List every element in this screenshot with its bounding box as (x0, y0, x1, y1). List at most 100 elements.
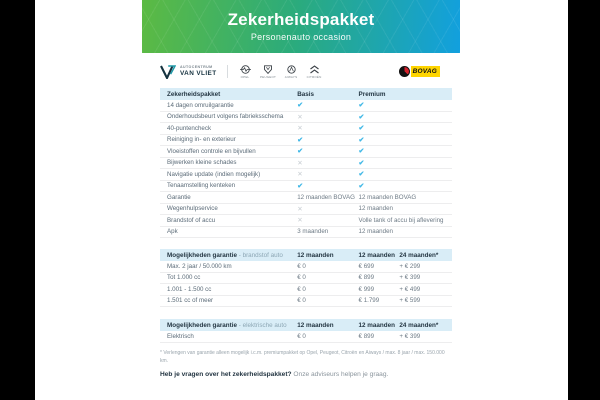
aiways-icon (286, 64, 296, 74)
price-value: € 999 (358, 285, 375, 293)
feature-label: Navigatie update (indien mogelijk) (167, 170, 261, 178)
cross-icon: ✕ (297, 171, 303, 179)
feature-label: Bijwerken kleine schades (167, 159, 237, 167)
column-header: 12 maanden (297, 251, 334, 259)
section-title: Mogelijkheden garantie - elektrische aut… (167, 321, 287, 329)
column-header-premium: Premium (358, 90, 386, 98)
feature-label: Onderhoudsbeurt volgens fabrieksschema (167, 113, 284, 121)
check-icon: ✔ (358, 102, 365, 110)
price-value: € 0 (297, 262, 306, 270)
price-value: € 899 (358, 274, 375, 282)
column-header: 24 maanden* (399, 321, 439, 329)
dealer-logo: AUTOCENTRUM VAN VLIET (160, 64, 217, 79)
table-row: Wegenhulpservice ✕ 12 maanden (160, 204, 452, 215)
van-vliet-v-icon (160, 64, 176, 79)
table-row: Reiniging in- en exterieur ✔ ✔ (160, 135, 452, 146)
brand-logos: OPEL PEUGEOT AIWAYS (238, 64, 322, 79)
basis-value: 3 maanden (297, 228, 329, 236)
cross-icon: ✕ (297, 205, 303, 213)
table-row: 40-puntencheck ✕ ✔ (160, 123, 452, 135)
section-title: Mogelijkheden garantie - brandstof auto (167, 251, 283, 259)
price-value: + € 499 (399, 285, 421, 293)
category-label: Tot 1.000 cc (167, 274, 201, 282)
page-title: Zekerheidspakket (227, 10, 375, 29)
table-row: 1.501 cc of meer € 0 € 1.799 + € 599 (160, 296, 452, 307)
price-value: € 0 (297, 274, 306, 282)
check-icon: ✔ (358, 159, 365, 167)
cross-icon: ✕ (297, 159, 303, 167)
table-row: Onderhoudsbeurt volgens fabrieksschema ✕ ✔ (160, 112, 452, 123)
brand-logo-citroen: CITROËN (307, 64, 322, 79)
table-row: 1.001 - 1.500 cc € 0 € 999 + € 499 (160, 284, 452, 296)
dealer-name: AUTOCENTRUM VAN VLIET (180, 65, 217, 77)
premium-value: 12 maanden BOVAG (358, 193, 417, 201)
column-header: 12 maanden (358, 251, 395, 259)
table-row: Max. 2 jaar / 50.000 km € 0 € 699 + € 299 (160, 261, 452, 273)
table-row: Bijwerken kleine schades ✕ ✔ (160, 158, 452, 169)
feature-label: Garantie (167, 193, 191, 201)
feature-label: 14 dagen omruilgarantie (167, 101, 234, 109)
bovag-wordmark: BOVAG (410, 66, 440, 77)
price-value: + € 299 (399, 262, 421, 270)
bovag-logo: BOVAG (398, 66, 440, 77)
feature-label: Reiniging in- en exterieur (167, 136, 236, 144)
check-icon: ✔ (297, 136, 303, 144)
category-label: 1.001 - 1.500 cc (167, 285, 212, 293)
table-row: Garantie 12 maanden BOVAG 12 maanden BOVAG (160, 192, 452, 204)
header-banner: Zekerheidspakket Personenauto occasion (142, 0, 460, 53)
price-value: € 0 (297, 297, 306, 305)
column-header: 24 maanden* (399, 251, 439, 259)
column-header: 12 maanden (297, 321, 334, 329)
warranty-electric-table: Mogelijkheden garantie - elektrische aut… (160, 319, 452, 343)
category-label: Max. 2 jaar / 50.000 km (167, 262, 232, 270)
feature-label: Vloeistoffen controle en bijvullen (167, 147, 256, 155)
column-header: Zekerheidspakket (167, 90, 221, 98)
check-icon: ✔ (358, 125, 365, 133)
column-header-basis: Basis (297, 90, 315, 98)
price-value: + € 399 (399, 274, 421, 282)
table-row: Tot 1.000 cc € 0 € 899 + € 399 (160, 273, 452, 284)
footer-question-bold: Heb je vragen over het zekerheidspakket? (160, 371, 292, 378)
brand-logo-opel: OPEL (238, 64, 253, 79)
table-row: Elektrisch € 0 € 899 + € 399 (160, 331, 452, 343)
premium-value: 12 maanden (358, 205, 393, 213)
brand-logo-aiways: AIWAYS (284, 64, 299, 79)
feature-label: Wegenhulpservice (167, 205, 218, 213)
peugeot-icon (264, 64, 272, 74)
cross-icon: ✕ (297, 125, 303, 133)
feature-label: 40-puntencheck (167, 124, 212, 132)
flyer-page: Zekerheidspakket Personenauto occasion A… (35, 0, 568, 400)
premium-value: 12 maanden (358, 228, 393, 236)
check-icon: ✔ (358, 148, 365, 156)
tables-area: Zekerheidspakket Basis Premium 14 dagen … (160, 88, 452, 365)
citroen-icon (309, 64, 319, 73)
price-value: + € 599 (399, 297, 421, 305)
package-table-header: Zekerheidspakket Basis Premium (160, 88, 452, 100)
category-label: 1.501 cc of meer (167, 297, 214, 305)
dealer-name-bottom: VAN VLIET (180, 69, 217, 77)
package-table: Zekerheidspakket Basis Premium 14 dagen … (160, 88, 452, 238)
check-icon: ✔ (358, 171, 365, 179)
table-row: Tenaamstelling kenteken ✔ ✔ (160, 181, 452, 192)
warranty-fuel-header: Mogelijkheden garantie - brandstof auto … (160, 249, 452, 261)
footer-question: Heb je vragen over het zekerheidspakket?… (160, 371, 388, 378)
opel-icon (239, 64, 251, 74)
logo-divider (226, 65, 228, 78)
table-row: 14 dagen omruilgarantie ✔ ✔ (160, 100, 452, 112)
premium-value: Volle tank of accu bij aflevering (358, 216, 444, 224)
price-value: € 0 (297, 332, 306, 340)
table-row: Navigatie update (indien mogelijk) ✕ ✔ (160, 169, 452, 181)
cross-icon: ✕ (297, 217, 303, 225)
check-icon: ✔ (297, 102, 303, 110)
cross-icon: ✕ (297, 113, 303, 121)
page-subtitle: Personenauto occasion (250, 32, 352, 42)
bovag-emblem-icon (398, 66, 410, 77)
price-value: € 1.799 (358, 297, 380, 305)
logo-row: AUTOCENTRUM VAN VLIET OPEL PEUGEOT (160, 59, 452, 84)
price-value: + € 399 (399, 332, 421, 340)
table-row: Brandstof of accu ✕ Volle tank of accu bij… (160, 215, 452, 227)
check-icon: ✔ (297, 148, 303, 156)
brand-logo-peugeot: PEUGEOT (260, 64, 276, 79)
price-value: € 899 (358, 332, 375, 340)
check-icon: ✔ (358, 113, 365, 121)
